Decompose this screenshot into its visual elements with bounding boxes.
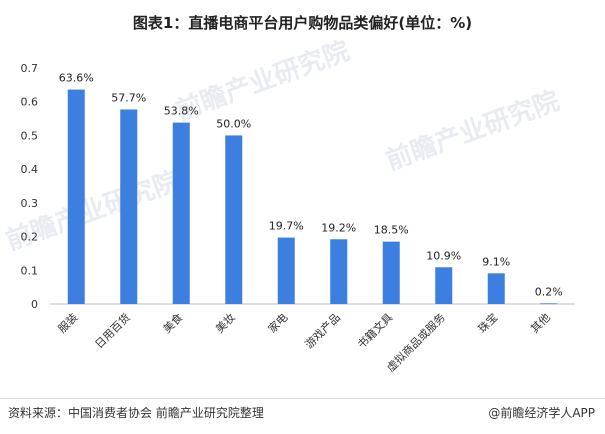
bar-value-label: 9.1% <box>482 255 510 268</box>
source-note: 资料来源：中国消费者协会 前瞻产业研究院整理 <box>8 406 264 420</box>
bar-value-label: 19.7% <box>269 220 304 233</box>
credit-note: @前瞻经济学人APP <box>488 406 595 420</box>
y-tick-label: 0.3 <box>21 197 39 210</box>
x-tick-label: 服装 <box>56 311 81 336</box>
bars <box>67 89 558 305</box>
bar <box>435 267 453 304</box>
bar-value-label: 19.2% <box>321 221 356 234</box>
bar-value-label: 53.8% <box>164 105 199 118</box>
watermark-text: 前瞻产业研究院 <box>382 85 564 176</box>
y-tick-label: 0 <box>31 298 38 311</box>
x-tick-label: 珠宝 <box>475 310 500 335</box>
bar <box>330 239 348 304</box>
bar <box>382 241 400 304</box>
bar-value-label: 57.7% <box>111 91 146 104</box>
x-tick-label: 游戏产品 <box>302 310 343 351</box>
bar-value-label: 50.0% <box>216 117 251 130</box>
x-tick-label: 美妆 <box>213 311 238 336</box>
watermark-text: 前瞻产业研究院 <box>172 35 354 126</box>
x-tick-label: 书籍文具 <box>354 310 395 351</box>
bar-labels: 63.6% 57.7% 53.8% 50.0% 19.7% 19.2% 18.5% 10.9%… <box>59 72 563 299</box>
bar-value-label: 10.9% <box>426 249 461 262</box>
y-tick-label: 0.5 <box>21 129 39 142</box>
chart-title: 图表1：直播电商平台用户购物品类偏好(单位：%) <box>132 14 473 32</box>
y-tick-label: 0.6 <box>21 96 39 109</box>
y-axis: 0 0.1 0.2 0.3 0.4 0.5 0.6 0.7 <box>21 62 39 311</box>
y-tick-label: 0.4 <box>21 163 39 176</box>
bar <box>172 122 190 304</box>
y-tick-label: 0.2 <box>21 231 39 244</box>
bar <box>487 273 505 304</box>
y-tick-label: 0.1 <box>21 264 39 277</box>
bar <box>277 237 295 304</box>
x-tick-label: 日用百货 <box>92 310 133 351</box>
bar-value-label: 0.2% <box>535 285 563 298</box>
x-tick-label: 美食 <box>160 310 185 335</box>
x-tick-label: 其他 <box>528 311 553 336</box>
bar-value-label: 63.6% <box>59 72 94 85</box>
y-tick-label: 0.7 <box>21 62 39 75</box>
bar-value-label: 18.5% <box>374 224 409 237</box>
bar <box>225 135 243 304</box>
footer-divider <box>0 398 605 399</box>
bar <box>120 109 138 305</box>
bar <box>540 303 558 305</box>
x-tick-label: 家电 <box>265 310 290 335</box>
bar <box>67 89 85 304</box>
